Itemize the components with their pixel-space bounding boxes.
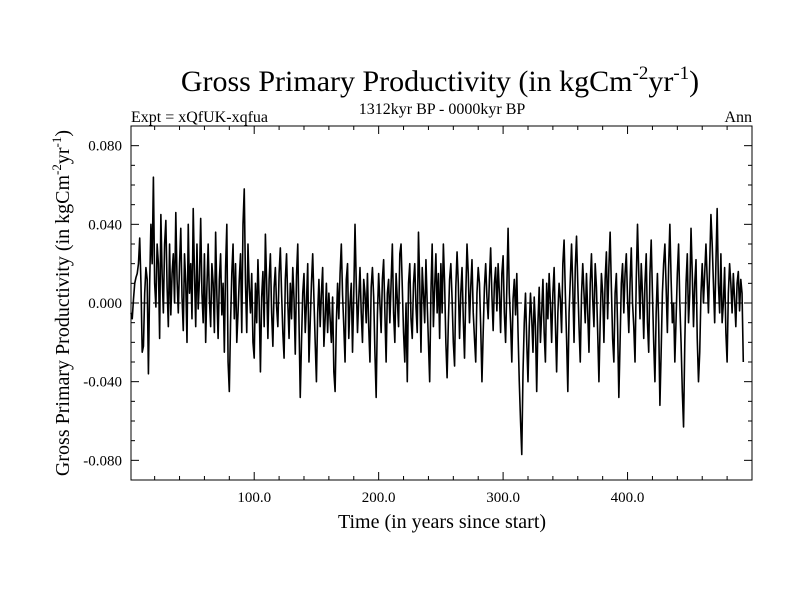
x-tick-label: 300.0 bbox=[486, 490, 520, 506]
y-tick-label: -0.080 bbox=[83, 453, 122, 469]
period-label: 1312kyr BP - 0000kyr BP bbox=[359, 101, 526, 118]
x-tick-label: 400.0 bbox=[611, 490, 645, 506]
y-tick-label: -0.040 bbox=[83, 375, 122, 391]
x-axis-label: Time (in years since start) bbox=[338, 511, 546, 533]
series-line-gpp-anomaly bbox=[130, 176, 745, 456]
x-tick-label: 200.0 bbox=[362, 490, 396, 506]
y-tick-label: 0.080 bbox=[88, 139, 122, 155]
y-axis: 0.080 0.040 0.000 -0.040 -0.080 bbox=[83, 139, 752, 469]
chart-title: Gross Primary Productivity (in kgCm-2yr-… bbox=[181, 63, 699, 98]
y-tick-label: 0.040 bbox=[88, 217, 122, 233]
x-axis: 100.0 200.0 300.0 400.0 bbox=[154, 126, 728, 506]
y-axis-label: Gross Primary Productivity (in kgCm-2yr-… bbox=[49, 130, 74, 476]
x-tick-label: 100.0 bbox=[237, 490, 271, 506]
experiment-label: Expt = xQfUK-xqfua bbox=[131, 109, 268, 126]
season-label: Ann bbox=[724, 109, 752, 126]
y-tick-label: 0.000 bbox=[88, 296, 122, 312]
